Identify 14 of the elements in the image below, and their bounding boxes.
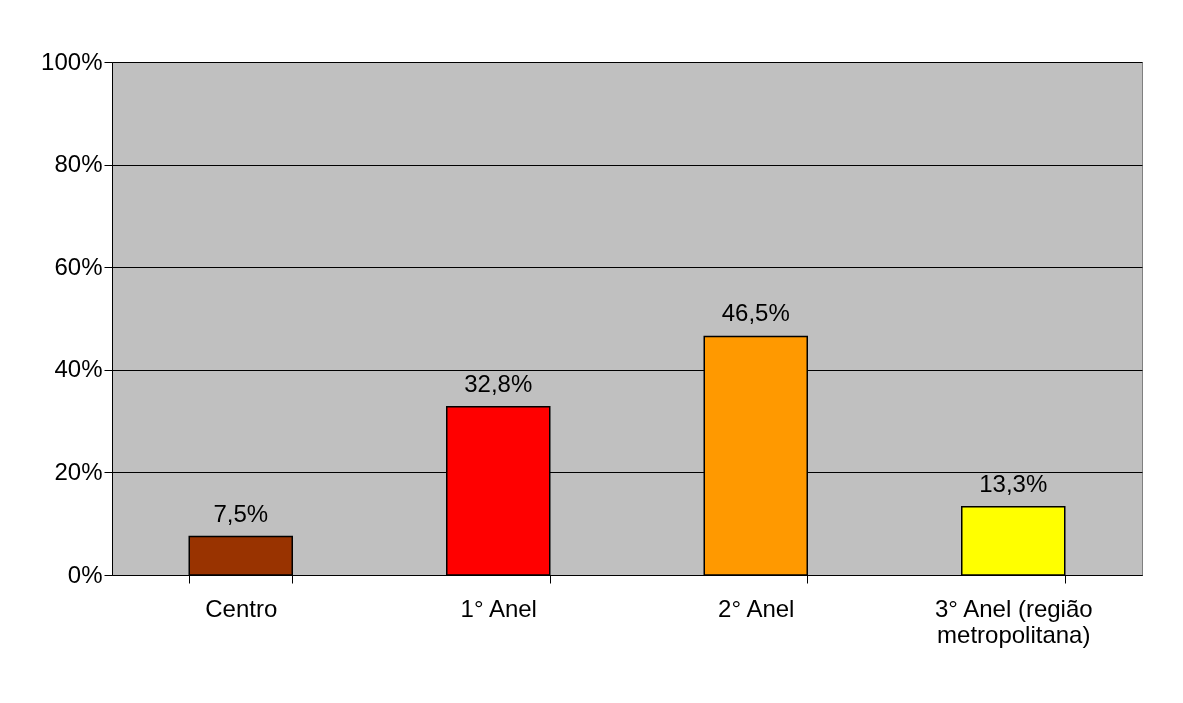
y-tick-label: 40% (54, 355, 103, 383)
x-tick-label: 3° Anel (região metropolitana) (934, 594, 1093, 648)
x-tick-label: Centro (205, 594, 278, 622)
y-tick-label: 20% (54, 457, 103, 485)
x-tick-label: 2° Anel (718, 594, 795, 622)
y-tick-label: 80% (54, 150, 103, 178)
y-tick-label: 60% (54, 252, 103, 280)
y-tick-label: 100% (41, 47, 103, 75)
data-label: 46,5% (721, 299, 790, 327)
data-label: 13,3% (979, 469, 1048, 497)
y-tick-label: 0% (67, 560, 103, 588)
data-label: 7,5% (213, 499, 269, 527)
data-label: 32,8% (464, 369, 533, 397)
x-tick-label: 1° Anel (460, 594, 537, 622)
